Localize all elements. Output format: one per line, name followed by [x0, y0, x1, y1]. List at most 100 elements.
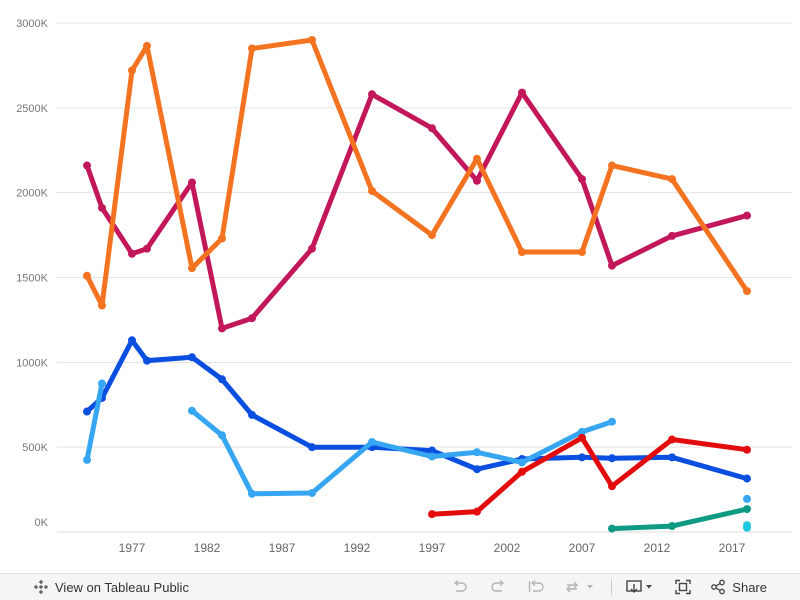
y-tick-label: 1000K	[16, 357, 48, 369]
data-point[interactable]	[608, 261, 616, 270]
data-point[interactable]	[308, 443, 316, 452]
data-point[interactable]	[668, 435, 676, 444]
data-point[interactable]	[248, 410, 256, 419]
download-icon	[626, 580, 653, 593]
x-tick-label: 2012	[644, 541, 671, 555]
data-point[interactable]	[188, 264, 196, 273]
data-point[interactable]	[428, 231, 436, 240]
redo-button[interactable]	[485, 574, 511, 600]
undo-button[interactable]	[447, 574, 473, 600]
data-point[interactable]	[518, 467, 526, 476]
data-point[interactable]	[608, 482, 616, 491]
data-point[interactable]	[668, 175, 676, 184]
data-point[interactable]	[98, 203, 106, 212]
data-point[interactable]	[128, 66, 136, 75]
series-line[interactable]	[84, 37, 750, 308]
data-point[interactable]	[98, 301, 106, 310]
view-on-tableau-public-link[interactable]: View on Tableau Public	[33, 579, 189, 595]
undo-icon	[454, 579, 467, 592]
x-tick-label: 1987	[269, 541, 296, 555]
data-point[interactable]	[248, 44, 256, 53]
x-tick-label: 1997	[419, 541, 446, 555]
data-point[interactable]	[608, 161, 616, 170]
data-point[interactable]	[218, 375, 226, 384]
share-icon	[711, 579, 726, 595]
revert-button[interactable]	[523, 574, 549, 600]
fullscreen-button[interactable]	[670, 574, 696, 600]
data-point[interactable]	[308, 488, 316, 497]
data-point[interactable]	[578, 175, 586, 184]
data-point[interactable]	[428, 446, 436, 455]
series-5	[428, 433, 751, 519]
data-point[interactable]	[578, 453, 586, 462]
refresh-button[interactable]	[561, 574, 599, 600]
data-point[interactable]	[473, 176, 481, 185]
data-point[interactable]	[188, 353, 196, 362]
data-point[interactable]	[83, 161, 91, 170]
refresh-icon	[566, 581, 594, 593]
data-point[interactable]	[128, 336, 136, 345]
y-tick-label: 0K	[35, 517, 49, 529]
data-point[interactable]	[473, 448, 481, 457]
data-point[interactable]	[518, 458, 526, 467]
data-point[interactable]	[83, 455, 91, 464]
data-point[interactable]	[428, 452, 436, 461]
data-point[interactable]	[308, 244, 316, 253]
series-line[interactable]	[84, 381, 105, 463]
data-point[interactable]	[218, 431, 226, 440]
data-point[interactable]	[188, 406, 196, 415]
data-point[interactable]	[368, 438, 376, 447]
data-point[interactable]	[128, 249, 136, 258]
gridlines	[57, 22, 792, 448]
data-point[interactable]	[668, 231, 676, 240]
data-point[interactable]	[578, 248, 586, 257]
data-point[interactable]	[743, 494, 751, 503]
data-point[interactable]	[743, 287, 751, 296]
data-point[interactable]	[143, 356, 151, 365]
data-point[interactable]	[143, 41, 151, 50]
data-point[interactable]	[608, 524, 616, 533]
x-tick-label: 2002	[494, 541, 521, 555]
data-point[interactable]	[608, 454, 616, 463]
data-point[interactable]	[473, 507, 481, 516]
data-point[interactable]	[368, 90, 376, 99]
data-point[interactable]	[473, 154, 481, 163]
data-point[interactable]	[248, 314, 256, 323]
data-point[interactable]	[368, 186, 376, 195]
data-point[interactable]	[428, 510, 436, 519]
download-button[interactable]	[624, 574, 658, 600]
data-point[interactable]	[218, 234, 226, 243]
data-point[interactable]	[83, 271, 91, 280]
x-axis-ticks: 1977 1982 1987 1992 1997 2002 2007 2012 2017	[119, 541, 746, 555]
data-point[interactable]	[473, 465, 481, 474]
data-point[interactable]	[188, 178, 196, 187]
data-point[interactable]	[143, 244, 151, 253]
data-point[interactable]	[308, 35, 316, 44]
data-point[interactable]	[518, 88, 526, 97]
series-layer	[83, 35, 751, 533]
y-tick-label: 3000K	[16, 18, 48, 30]
data-point[interactable]	[428, 124, 436, 133]
series-line[interactable]	[609, 506, 750, 532]
data-point[interactable]	[578, 427, 586, 436]
data-point[interactable]	[608, 417, 616, 426]
data-point[interactable]	[743, 445, 751, 454]
data-point[interactable]	[743, 505, 751, 514]
series-line[interactable]	[84, 90, 750, 331]
data-point[interactable]	[248, 489, 256, 498]
series-line[interactable]	[189, 408, 615, 497]
data-point[interactable]	[218, 324, 226, 333]
data-point[interactable]	[83, 407, 91, 416]
data-point[interactable]	[668, 522, 676, 531]
data-point[interactable]	[743, 523, 751, 532]
data-point[interactable]	[98, 379, 106, 388]
share-button[interactable]: Share	[710, 574, 767, 600]
y-tick-label: 500K	[22, 442, 48, 454]
data-point[interactable]	[743, 211, 751, 220]
data-point[interactable]	[668, 453, 676, 462]
data-point[interactable]	[578, 433, 586, 442]
data-point[interactable]	[743, 474, 751, 483]
data-point[interactable]	[518, 248, 526, 257]
revert-icon	[529, 579, 544, 592]
view-on-tableau-public-label: View on Tableau Public	[55, 579, 189, 595]
